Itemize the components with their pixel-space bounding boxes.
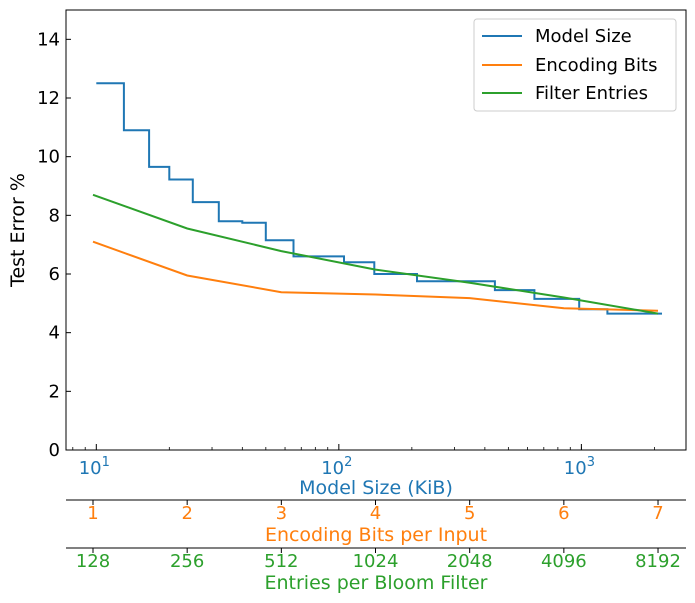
y-tick-label: 0 [49, 440, 60, 461]
legend-box [473, 18, 677, 112]
bloom-entries-tick-label: 1024 [353, 551, 399, 572]
encoding-bits-tick-label: 7 [652, 503, 663, 524]
legend-label-filter-entries: Filter Entries [535, 83, 648, 104]
bloom-entries-tick-label: 256 [170, 551, 204, 572]
y-tick-label: 2 [49, 381, 60, 402]
legend-label-model-size: Model Size [535, 26, 632, 47]
series-layer [92, 82, 662, 315]
y-tick-label: 8 [49, 205, 60, 226]
model-size-tick-label: 102 [321, 455, 352, 479]
bloom-entries-tick-label: 2048 [447, 551, 493, 572]
encoding-bits-axis-ticks: 1 2 3 4 5 6 7 [87, 500, 664, 524]
series-line-filter-entries [92, 193, 659, 315]
bloom-entries-tick-label: 128 [76, 551, 110, 572]
y-tick-label: 6 [49, 264, 60, 285]
model-size-tick-label: 101 [79, 455, 110, 479]
model-size-tick-label: 103 [564, 455, 595, 479]
series-line-encoding-bits [92, 240, 659, 312]
y-tick-label: 12 [37, 88, 60, 109]
legend-label-encoding-bits: Encoding Bits [535, 55, 657, 76]
y-axis-ticks: 0 2 4 6 8 10 12 14 [37, 29, 71, 461]
y-tick-label: 4 [49, 323, 60, 344]
model-size-axis-ticks: 101 102 103 [72, 444, 655, 479]
encoding-bits-tick-label: 2 [181, 503, 192, 524]
model-size-axis-title: Model Size (KiB) [299, 477, 453, 499]
bloom-entries-axis-ticks: 128 256 512 1024 2048 4096 8192 [76, 548, 681, 572]
y-axis-title: Test Error % [7, 173, 29, 288]
encoding-bits-tick-label: 1 [87, 503, 98, 524]
bloom-entries-axis-title: Entries per Bloom Filter [265, 572, 488, 594]
encoding-bits-tick-label: 6 [558, 503, 569, 524]
encoding-bits-tick-label: 3 [276, 503, 287, 524]
series-line-model-size [96, 82, 662, 315]
encoding-bits-tick-label: 4 [370, 503, 381, 524]
bloom-entries-tick-label: 4096 [541, 551, 587, 572]
encoding-bits-tick-label: 5 [464, 503, 475, 524]
bloom-entries-tick-label: 512 [264, 551, 298, 572]
plot-area [65, 9, 687, 451]
legend: Model Size Encoding Bits Filter Entries [473, 18, 677, 112]
y-tick-label: 14 [37, 29, 60, 50]
encoding-bits-axis-title: Encoding Bits per Input [265, 524, 487, 546]
y-tick-label: 10 [37, 147, 60, 168]
bloom-entries-tick-label: 8192 [635, 551, 681, 572]
